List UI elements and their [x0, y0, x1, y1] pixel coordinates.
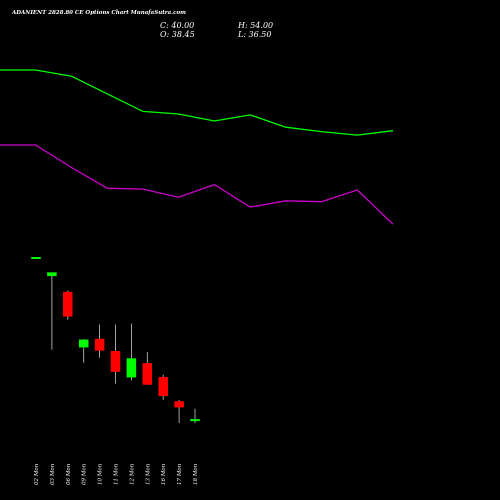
x-tick-label: 13 Mon [145, 463, 151, 485]
candle [158, 374, 168, 400]
low-value: L: 36.50 [238, 30, 272, 39]
candle [142, 352, 153, 385]
candle-body [47, 272, 57, 277]
open-value: O: 38.45 [160, 30, 195, 39]
candle [63, 290, 73, 320]
candle [110, 324, 121, 384]
candle-body [158, 376, 168, 397]
x-tick-label: 10 Mon [98, 463, 104, 485]
x-tick-label: 06 Mon [66, 463, 72, 485]
candle-body [126, 358, 137, 378]
candle-body [94, 338, 105, 351]
candle [190, 408, 200, 423]
x-tick-label: 03 Mon [50, 463, 56, 485]
candle-body [142, 363, 153, 385]
candle [78, 339, 89, 363]
x-tick-label: 02 Mon [34, 463, 40, 485]
candle [31, 257, 41, 259]
candle-body [78, 339, 89, 348]
candle-body [63, 291, 73, 317]
x-tick-label: 09 Mon [82, 463, 88, 485]
chart-title: ADANIENT 2828.80 CE Options Chart Munafa… [12, 10, 186, 16]
lower-indicator-line [0, 144, 394, 225]
candle [126, 323, 137, 381]
candle [174, 399, 184, 423]
x-tick-label: 18 Mon [193, 463, 199, 485]
candle-body [31, 257, 41, 259]
candle-body [190, 419, 200, 422]
candle-body [174, 401, 184, 408]
high-value: H: 54.00 [238, 21, 274, 30]
x-tick-label: 16 Mon [161, 463, 167, 485]
x-tick-label: 17 Mon [177, 463, 183, 485]
close-value: C: 40.00 [160, 21, 195, 30]
x-tick-label: 11 Mon [114, 463, 120, 485]
candle [94, 324, 105, 358]
candle [47, 272, 57, 350]
x-tick-label: 12 Mon [129, 463, 135, 485]
candle-body [110, 350, 121, 372]
upper-indicator-line [0, 69, 394, 136]
